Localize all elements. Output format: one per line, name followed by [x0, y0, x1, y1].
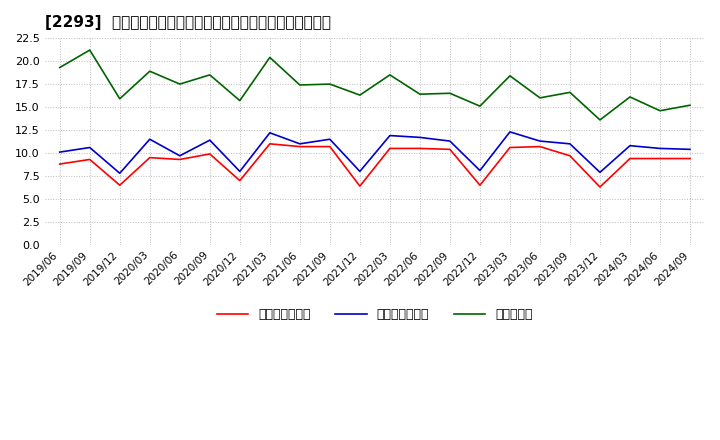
売上債権回転率 — [86, 157, 94, 162]
買入債務回転率 — [235, 169, 244, 174]
買入債務回転率 — [325, 136, 334, 142]
買入債務回転率 — [656, 146, 665, 151]
在庫回転率 — [566, 90, 575, 95]
在庫回転率 — [145, 69, 154, 74]
買入債務回転率 — [86, 145, 94, 150]
在庫回転率 — [656, 108, 665, 114]
買入債務回転率 — [55, 150, 64, 155]
買入債務回転率 — [536, 139, 544, 144]
買入債務回転率 — [505, 129, 514, 135]
売上債権回転率 — [656, 156, 665, 161]
買入債務回転率 — [476, 168, 485, 173]
売上債権回転率 — [55, 161, 64, 167]
在庫回転率 — [626, 94, 634, 99]
在庫回転率 — [356, 92, 364, 98]
売上債権回転率 — [325, 144, 334, 149]
在庫回転率 — [295, 82, 304, 88]
売上債権回転率 — [176, 157, 184, 162]
買入債務回転率 — [385, 133, 394, 138]
売上債権回転率 — [205, 151, 214, 157]
買入債務回転率 — [446, 139, 454, 144]
Legend: 売上債権回転率, 買入債務回転率, 在庫回転率: 売上債権回転率, 買入債務回転率, 在庫回転率 — [212, 303, 538, 326]
売上債権回転率 — [685, 156, 694, 161]
売上債権回転率 — [415, 146, 424, 151]
買入債務回転率 — [566, 141, 575, 147]
買入債務回転率 — [295, 141, 304, 147]
在庫回転率 — [115, 96, 124, 102]
買入債務回転率 — [115, 171, 124, 176]
売上債権回転率 — [536, 144, 544, 149]
在庫回転率 — [415, 92, 424, 97]
在庫回転率 — [266, 55, 274, 60]
在庫回転率 — [55, 65, 64, 70]
在庫回転率 — [446, 91, 454, 96]
在庫回転率 — [205, 72, 214, 77]
売上債権回転率 — [145, 155, 154, 160]
在庫回転率 — [86, 48, 94, 53]
買入債務回転率 — [145, 136, 154, 142]
買入債務回転率 — [356, 169, 364, 174]
売上債権回転率 — [385, 146, 394, 151]
売上債権回転率 — [505, 145, 514, 150]
売上債権回転率 — [626, 156, 634, 161]
在庫回転率 — [536, 95, 544, 100]
買入債務回転率 — [595, 170, 604, 175]
売上債権回転率 — [356, 183, 364, 189]
Text: [2293]  売上債権回転率、買入債務回転率、在庫回転率の推移: [2293] 売上債権回転率、買入債務回転率、在庫回転率の推移 — [45, 15, 330, 30]
在庫回転率 — [685, 103, 694, 108]
在庫回転率 — [325, 81, 334, 87]
売上債権回転率 — [595, 184, 604, 190]
買入債務回転率 — [205, 138, 214, 143]
Line: 買入債務回転率: 買入債務回転率 — [60, 132, 690, 173]
在庫回転率 — [385, 72, 394, 77]
売上債権回転率 — [295, 144, 304, 149]
買入債務回転率 — [176, 153, 184, 158]
買入債務回転率 — [266, 130, 274, 136]
在庫回転率 — [595, 117, 604, 123]
在庫回転率 — [505, 73, 514, 78]
在庫回転率 — [235, 98, 244, 103]
売上債権回転率 — [566, 153, 575, 158]
売上債権回転率 — [476, 183, 485, 188]
Line: 売上債権回転率: 売上債権回転率 — [60, 144, 690, 187]
在庫回転率 — [476, 103, 485, 109]
売上債権回転率 — [266, 141, 274, 147]
売上債権回転率 — [235, 178, 244, 183]
買入債務回転率 — [626, 143, 634, 148]
買入債務回転率 — [685, 147, 694, 152]
売上債権回転率 — [115, 183, 124, 188]
売上債権回転率 — [446, 147, 454, 152]
Line: 在庫回転率: 在庫回転率 — [60, 50, 690, 120]
買入債務回転率 — [415, 135, 424, 140]
在庫回転率 — [176, 81, 184, 87]
